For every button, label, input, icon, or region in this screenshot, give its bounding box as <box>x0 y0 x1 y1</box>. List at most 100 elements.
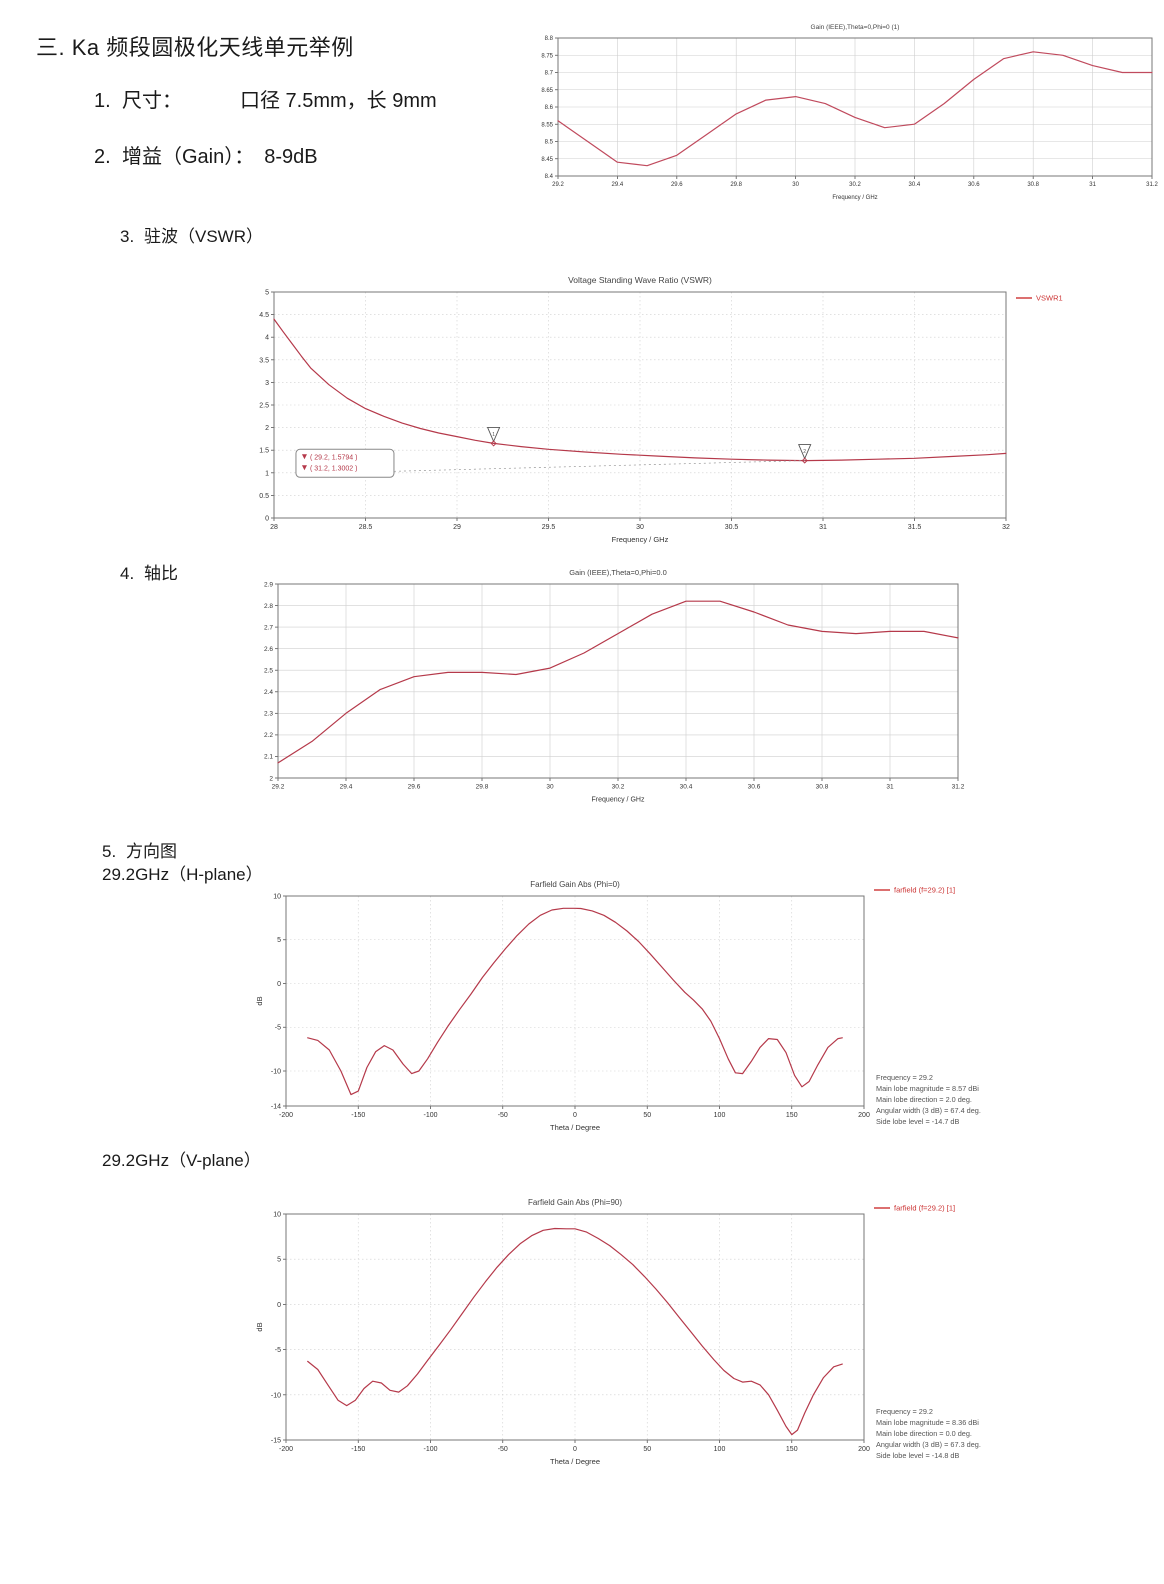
section-heading: 三. Ka 频段圆极化天线单元举例 <box>36 35 354 60</box>
svg-text:Frequency / GHz: Frequency / GHz <box>612 535 669 544</box>
svg-text:30.4: 30.4 <box>680 784 693 791</box>
svg-text:8.5: 8.5 <box>545 140 554 146</box>
svg-text:2: 2 <box>269 775 273 782</box>
svg-text:Gain (IEEE),Theta=0,Phi=0 (1): Gain (IEEE),Theta=0,Phi=0 (1) <box>811 24 900 31</box>
svg-text:-100: -100 <box>423 1112 437 1119</box>
vswr-chart: 28 28.5 29 29.5 30 30.5 31 31.5 32 0 0.5 1 1.5 2 2.5 3 3… <box>238 268 1088 564</box>
svg-text:2.4: 2.4 <box>264 689 273 696</box>
item-label: 增益（Gain）： <box>122 146 255 168</box>
svg-text:30.5: 30.5 <box>725 524 739 531</box>
svg-text:Frequency = 29.2: Frequency = 29.2 <box>876 1073 933 1082</box>
svg-text:5: 5 <box>265 289 269 296</box>
svg-text:8.55: 8.55 <box>541 122 553 128</box>
svg-text:30.8: 30.8 <box>816 784 829 791</box>
svg-text:30.6: 30.6 <box>968 182 980 188</box>
svg-text:Farfield Gain Abs (Phi=0): Farfield Gain Abs (Phi=0) <box>530 880 620 889</box>
svg-text:2.3: 2.3 <box>264 711 273 718</box>
svg-text:-150: -150 <box>351 1446 365 1453</box>
svg-text:30.8: 30.8 <box>1027 182 1039 188</box>
svg-text:farfield (f=29.2) [1]: farfield (f=29.2) [1] <box>894 886 955 895</box>
item-number: 3. <box>120 227 135 246</box>
item-label: 轴比 <box>144 564 178 583</box>
svg-text:Main lobe magnitude = 8.57 d: Main lobe magnitude = 8.57 dBi <box>876 1084 979 1093</box>
hplane-caption: 29.2GHz（H-plane） <box>102 865 263 884</box>
svg-text:0: 0 <box>277 981 281 988</box>
svg-text:1: 1 <box>492 432 495 438</box>
svg-text:31: 31 <box>1089 182 1096 188</box>
pattern-item-line: 5. 方向图 <box>102 840 263 863</box>
svg-text:100: 100 <box>714 1112 726 1119</box>
svg-text:-200: -200 <box>279 1446 293 1453</box>
svg-text:Gain (IEEE),Theta=0,Phi=0.0: Gain (IEEE),Theta=0,Phi=0.0 <box>569 568 667 577</box>
item-value: 8-9dB <box>264 146 318 168</box>
svg-text:Angular width (3 dB) = 67.3 d: Angular width (3 dB) = 67.3 deg. <box>876 1440 981 1449</box>
svg-text:8.75: 8.75 <box>541 53 553 59</box>
item-value: 口径 7.5mm，长 9mm <box>240 90 437 112</box>
svg-text:5: 5 <box>277 937 281 944</box>
svg-text:30.2: 30.2 <box>612 784 625 791</box>
svg-text:-100: -100 <box>423 1446 437 1453</box>
item-number: 2. <box>94 146 111 168</box>
svg-text:5: 5 <box>277 1257 281 1264</box>
svg-text:30: 30 <box>636 524 644 531</box>
svg-text:2.1: 2.1 <box>264 754 273 761</box>
list-item-pattern: 5. 方向图 29.2GHz（H-plane） <box>102 840 263 886</box>
svg-text:29.8: 29.8 <box>476 784 489 791</box>
svg-text:29.2: 29.2 <box>552 182 564 188</box>
vplane-pattern-chart: -200 -150 -100 -50 0 50 100 150 200 10 5 0 -5 -10 -15 F… <box>248 1186 1088 1492</box>
svg-text:29.4: 29.4 <box>340 784 353 791</box>
svg-text:-14: -14 <box>271 1103 281 1110</box>
svg-text:28: 28 <box>270 524 278 531</box>
svg-text:Side lobe level = -14.7 dB: Side lobe level = -14.7 dB <box>876 1117 959 1126</box>
axial-ratio-chart: 29.2 29.4 29.6 29.8 30 30.2 30.4 30.6 30.8 31 31.2… <box>246 558 976 820</box>
svg-text:4.5: 4.5 <box>259 312 269 319</box>
svg-text:29.5: 29.5 <box>542 524 556 531</box>
svg-text:32: 32 <box>1002 524 1010 531</box>
svg-text:-150: -150 <box>351 1112 365 1119</box>
svg-text:2.9: 2.9 <box>264 581 273 588</box>
svg-text:31: 31 <box>886 784 894 791</box>
svg-text:10: 10 <box>273 1211 281 1218</box>
item-number: 5. <box>102 842 117 861</box>
svg-text:0: 0 <box>573 1446 577 1453</box>
svg-text:2: 2 <box>265 425 269 432</box>
svg-text:28.5: 28.5 <box>359 524 373 531</box>
svg-text:Main lobe direction = 2.0 deg: Main lobe direction = 2.0 deg. <box>876 1095 972 1104</box>
item-number: 1. <box>94 90 111 112</box>
svg-text:8.7: 8.7 <box>545 71 554 77</box>
svg-text:0: 0 <box>277 1302 281 1309</box>
svg-text:8.8: 8.8 <box>545 36 554 42</box>
svg-text:Frequency / GHz: Frequency / GHz <box>592 797 645 804</box>
svg-text:Main lobe direction = 0.0 deg: Main lobe direction = 0.0 deg. <box>876 1429 972 1438</box>
svg-text:Main lobe magnitude = 8.36 d: Main lobe magnitude = 8.36 dBi <box>876 1418 979 1427</box>
svg-text:150: 150 <box>786 1112 798 1119</box>
svg-text:3.5: 3.5 <box>259 357 269 364</box>
item-label: 驻波（VSWR） <box>144 227 263 246</box>
svg-text:-50: -50 <box>498 1446 508 1453</box>
hplane-pattern-chart: -200 -150 -100 -50 0 50 100 150 200 10 5 0 -5 -10 -14 F… <box>248 856 1088 1152</box>
svg-text:30.2: 30.2 <box>849 182 861 188</box>
svg-text:200: 200 <box>858 1112 870 1119</box>
svg-text:3: 3 <box>265 380 269 387</box>
svg-text:31.5: 31.5 <box>908 524 922 531</box>
list-item-axial-ratio: 4. 轴比 <box>120 559 178 584</box>
svg-text:0: 0 <box>573 1112 577 1119</box>
svg-text:100: 100 <box>714 1446 726 1453</box>
svg-text:50: 50 <box>643 1446 651 1453</box>
svg-text:31.2: 31.2 <box>1146 182 1158 188</box>
svg-text:30.4: 30.4 <box>909 182 921 188</box>
svg-text:29.8: 29.8 <box>730 182 742 188</box>
svg-text:31: 31 <box>819 524 827 531</box>
svg-text:-5: -5 <box>275 1025 281 1032</box>
svg-text:dB: dB <box>255 996 264 1005</box>
svg-text:1.5: 1.5 <box>259 448 269 455</box>
svg-text:10: 10 <box>273 893 281 900</box>
svg-text:2: 2 <box>803 449 806 455</box>
svg-text:Theta / Degree: Theta / Degree <box>550 1123 600 1132</box>
svg-text:30: 30 <box>792 182 799 188</box>
list-item-size: 1. 尺寸： 口径 7.5mm，长 9mm <box>94 84 437 113</box>
svg-text:0.5: 0.5 <box>259 493 269 500</box>
svg-text:1: 1 <box>265 470 269 477</box>
svg-text:4: 4 <box>265 335 269 342</box>
